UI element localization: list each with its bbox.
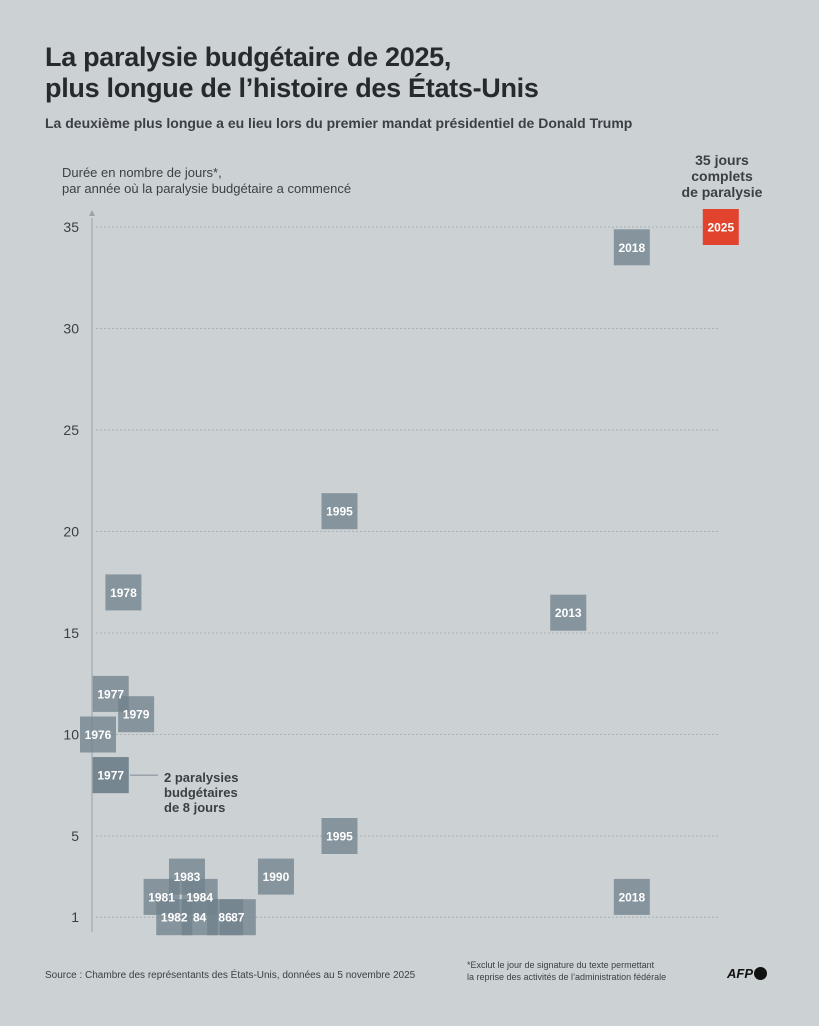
annotation-line: budgétaires: [164, 785, 238, 800]
data-point-box: [105, 574, 142, 611]
y-tick-label: 10: [63, 727, 79, 743]
data-point-box: [613, 878, 650, 915]
data-point-box: [321, 818, 358, 854]
annotation-2025: 35 jours complets de paralysie: [670, 152, 774, 200]
data-point-box: [257, 858, 294, 895]
data-point-label: 2013: [555, 606, 582, 620]
footnote: *Exclut le jour de signature du texte pe…: [467, 959, 666, 983]
annotation-line: de 8 jours: [164, 800, 226, 815]
data-point-label: 1981: [148, 890, 175, 904]
y-tick-label: 5: [71, 828, 79, 844]
data-point-label: 1990: [263, 870, 290, 884]
data-point-label: 1983: [174, 870, 201, 884]
logo-dot-icon: [754, 967, 767, 980]
y-tick-label: 25: [63, 422, 79, 438]
data-point-label: 87: [231, 911, 245, 925]
data-point-label: 86: [218, 911, 232, 925]
data-point-box: [118, 696, 155, 733]
title-line-1: La paralysie budgétaire de 2025,: [45, 42, 452, 72]
footnote-line: *Exclut le jour de signature du texte pe…: [467, 960, 655, 970]
data-point-label: 1982: [161, 911, 188, 925]
source-text: Source : Chambre des représentants des É…: [45, 970, 416, 981]
y-label-line-1: Durée en nombre de jours*,: [62, 165, 222, 180]
data-point-box: [702, 209, 739, 245]
logo-text: AFP: [727, 966, 753, 981]
y-tick-label: 35: [63, 219, 79, 235]
data-point-box: [321, 493, 358, 530]
y-label-line-2: par année où la paralysie budgétaire a c…: [62, 181, 352, 196]
data-point-label: 2018: [618, 241, 645, 255]
data-point-box: [219, 899, 256, 936]
annotation-line: de paralysie: [681, 184, 763, 200]
data-point-box: [550, 594, 587, 631]
y-tick-label: 15: [63, 625, 79, 641]
data-point-label: 1979: [123, 708, 150, 722]
annotation-1977: 2 paralysies budgétaires de 8 jours: [164, 770, 238, 815]
data-point-label: 1976: [85, 728, 112, 742]
data-point-label: 1978: [110, 586, 137, 600]
data-point-label: 2025: [707, 221, 734, 235]
data-point-label: 1995: [326, 830, 353, 844]
data-point-box: [92, 757, 129, 794]
afp-logo: AFP: [727, 966, 767, 981]
data-point-label: 1977: [97, 687, 124, 701]
data-point-label: 1977: [97, 769, 124, 783]
annotation-line: 2 paralysies: [164, 770, 239, 785]
data-point-label: 1995: [326, 505, 353, 519]
y-axis-label: Durée en nombre de jours*, par année où …: [62, 165, 351, 197]
annotation-line: complets: [691, 168, 753, 184]
y-axis-arrow-icon: [89, 210, 95, 216]
y-tick-label: 30: [63, 321, 79, 337]
annotation-line: 35 jours: [695, 152, 749, 168]
title-line-2: plus longue de l’histoire des États-Unis: [45, 73, 539, 103]
data-point-box: [613, 229, 650, 266]
data-point-label: 2018: [618, 890, 645, 904]
data-point-box: [80, 716, 116, 753]
data-point-label: 1984: [186, 890, 213, 904]
y-tick-label: 1: [71, 909, 79, 925]
chart-subtitle: La deuxième plus longue a eu lieu lors d…: [45, 115, 633, 131]
y-tick-label: 20: [63, 524, 79, 540]
data-point-label: 84: [193, 911, 207, 925]
chart-title: La paralysie budgétaire de 2025, plus lo…: [45, 42, 539, 104]
footnote-line: la reprise des activités de l’administra…: [467, 972, 667, 982]
